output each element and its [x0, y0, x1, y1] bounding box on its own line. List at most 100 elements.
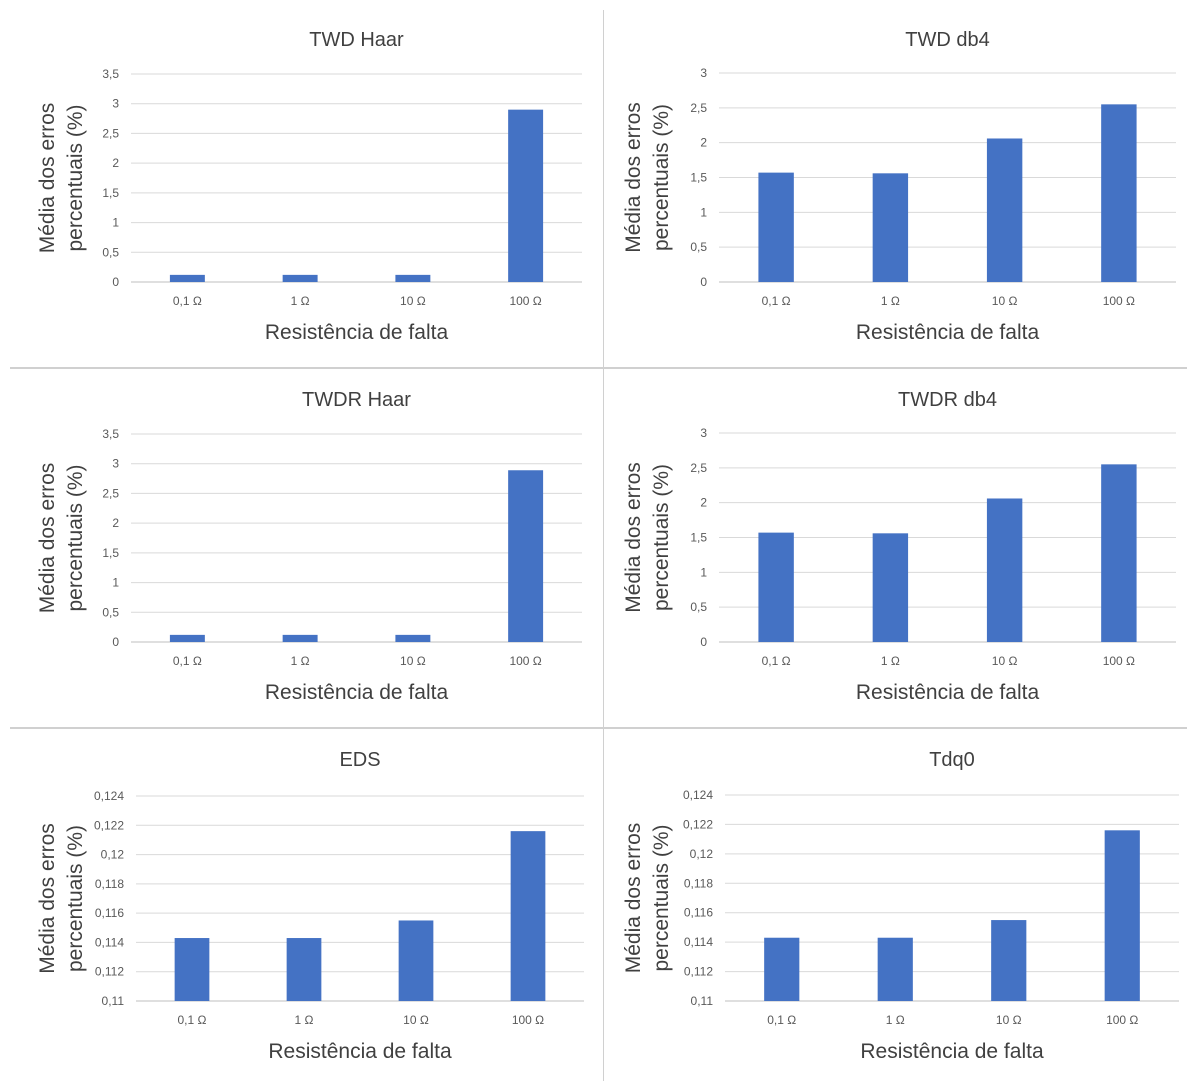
- x-tick-label: 100 Ω: [1103, 294, 1135, 308]
- chart-svg: 0 0,5 1 1,5 2 2,5 3 0,1 Ω 1 Ω 10 Ω 100 Ω TWD db4 Res…: [622, 29, 1176, 344]
- y-tick-label: 0: [112, 275, 119, 289]
- bar-1: [174, 938, 210, 1001]
- y-tick-label: 1,5: [690, 171, 707, 185]
- chart-panel-2: 0 0,5 1 1,5 2 2,5 3 0,1 Ω 1 Ω 10 Ω 100 Ω TWD db4 Res…: [604, 10, 1187, 366]
- bar-2: [282, 274, 318, 282]
- y-tick-label: 2: [700, 136, 707, 150]
- x-tick-label: 0,1 Ω: [178, 1013, 207, 1027]
- y-tick-label: 2,5: [102, 126, 119, 140]
- x-tick-label: 10 Ω: [992, 654, 1018, 668]
- x-tick-label: 0,1 Ω: [767, 1013, 796, 1027]
- y-tick-label: 1: [112, 216, 119, 230]
- y-axis-label: Média dos erros: [622, 462, 645, 613]
- x-tick-label: 100 Ω: [512, 1013, 544, 1027]
- x-axis-label: Resistência de falta: [268, 1040, 452, 1063]
- bar-2: [872, 533, 909, 642]
- chart-svg: 0 0,5 1 1,5 2 2,5 3 3,5 0,1 Ω 1 Ω 10 Ω 100 Ω TWD Haa…: [36, 29, 582, 344]
- chart-panel-3: 0 0,5 1 1,5 2 2,5 3 3,5 0,1 Ω 1 Ω 10 Ω 100 Ω TWDR Ha…: [10, 370, 602, 726]
- chart-title: Tdq0: [929, 749, 975, 771]
- bar-3: [395, 274, 431, 282]
- y-axis-label: percentuais (%): [64, 825, 87, 972]
- x-tick-label: 10 Ω: [403, 1013, 429, 1027]
- bar-1: [758, 172, 794, 282]
- bar-4: [508, 109, 544, 283]
- chart-panel-6: 0,11 0,112 0,114 0,116 0,118 0,12 0,122 0,124 0,…: [604, 730, 1187, 1081]
- y-tick-label: 2: [700, 496, 707, 510]
- y-axis-label: Média dos erros: [622, 102, 645, 253]
- y-tick-label: 0: [112, 635, 119, 649]
- y-tick-label: 1: [700, 205, 707, 219]
- bar-4: [1101, 104, 1137, 282]
- x-tick-label: 10 Ω: [992, 294, 1018, 308]
- x-tick-label: 100 Ω: [509, 294, 541, 308]
- x-tick-label: 100 Ω: [1103, 654, 1135, 668]
- chart-svg: 0,11 0,112 0,114 0,116 0,118 0,12 0,122 0,124 0,…: [622, 749, 1179, 1063]
- x-tick-label: 100 Ω: [509, 654, 541, 668]
- chart-svg: 0,11 0,112 0,114 0,116 0,118 0,12 0,122 0,124 0,…: [36, 749, 584, 1063]
- y-tick-label: 2: [112, 156, 119, 170]
- bar-3: [395, 634, 431, 642]
- x-axis-label: Resistência de falta: [265, 681, 449, 704]
- x-axis-label: Resistência de falta: [856, 681, 1040, 704]
- bar-1: [758, 532, 794, 642]
- bar-1: [764, 937, 800, 1001]
- chart-title: TWDR Haar: [302, 389, 411, 411]
- y-tick-label: 0,122: [683, 817, 713, 831]
- x-tick-label: 10 Ω: [400, 654, 426, 668]
- y-tick-label: 0,112: [684, 965, 713, 979]
- y-tick-label: 3: [112, 457, 119, 471]
- y-tick-label: 3: [112, 97, 119, 111]
- x-tick-label: 1 Ω: [295, 1013, 314, 1027]
- y-tick-label: 1: [112, 576, 119, 590]
- bar-3: [986, 138, 1023, 282]
- y-tick-label: 2,5: [102, 486, 119, 500]
- bar-2: [877, 937, 913, 1001]
- y-tick-label: 0,124: [683, 788, 713, 802]
- chart-title: EDS: [339, 749, 380, 771]
- x-tick-label: 10 Ω: [996, 1013, 1022, 1027]
- chart-svg: 0 0,5 1 1,5 2 2,5 3 3,5 0,1 Ω 1 Ω 10 Ω 100 Ω TWDR Ha…: [36, 389, 582, 704]
- y-axis-label: Média dos erros: [36, 823, 59, 974]
- y-axis-label: percentuais (%): [64, 104, 87, 251]
- x-tick-label: 0,1 Ω: [173, 654, 202, 668]
- x-tick-label: 0,1 Ω: [762, 294, 791, 308]
- x-axis-label: Resistência de falta: [265, 321, 449, 344]
- x-tick-label: 1 Ω: [881, 294, 900, 308]
- chart-title: TWD db4: [905, 29, 989, 51]
- bar-4: [1104, 830, 1140, 1001]
- y-tick-label: 0,5: [102, 245, 119, 259]
- y-axis-label: percentuais (%): [64, 464, 87, 611]
- y-tick-label: 0,11: [691, 994, 714, 1008]
- panel-divider: [10, 367, 1187, 369]
- y-tick-label: 0: [700, 635, 707, 649]
- y-axis-label: Média dos erros: [36, 463, 59, 614]
- y-tick-label: 0,12: [690, 847, 714, 861]
- chart-title: TWD Haar: [309, 29, 404, 51]
- y-axis-label: percentuais (%): [650, 464, 673, 611]
- chart-panel-1: 0 0,5 1 1,5 2 2,5 3 3,5 0,1 Ω 1 Ω 10 Ω 100 Ω TWD Haa…: [10, 10, 602, 366]
- y-tick-label: 0,118: [95, 877, 124, 891]
- y-axis-label: Média dos erros: [36, 103, 59, 254]
- bar-1: [169, 274, 205, 282]
- x-tick-label: 10 Ω: [400, 294, 426, 308]
- panel-divider: [10, 727, 1187, 729]
- y-tick-label: 0,116: [95, 906, 124, 920]
- y-tick-label: 1,5: [102, 186, 119, 200]
- bar-2: [872, 173, 909, 282]
- y-axis-label: percentuais (%): [650, 104, 673, 251]
- bar-3: [986, 498, 1023, 642]
- bar-2: [286, 938, 322, 1001]
- y-tick-label: 0,124: [94, 789, 124, 803]
- y-tick-label: 1,5: [690, 531, 707, 545]
- chart-title: TWDR db4: [898, 389, 997, 411]
- y-axis-label: percentuais (%): [650, 824, 673, 971]
- y-tick-label: 0,114: [684, 935, 713, 949]
- x-tick-label: 100 Ω: [1106, 1013, 1138, 1027]
- y-tick-label: 3,5: [102, 427, 119, 441]
- y-tick-label: 0,12: [101, 848, 125, 862]
- x-tick-label: 0,1 Ω: [762, 654, 791, 668]
- y-tick-label: 0,5: [690, 600, 707, 614]
- chart-panel-4: 0 0,5 1 1,5 2 2,5 3 0,1 Ω 1 Ω 10 Ω 100 Ω TWDR db4 Re…: [604, 370, 1187, 726]
- y-tick-label: 1: [700, 565, 707, 579]
- x-tick-label: 1 Ω: [291, 294, 310, 308]
